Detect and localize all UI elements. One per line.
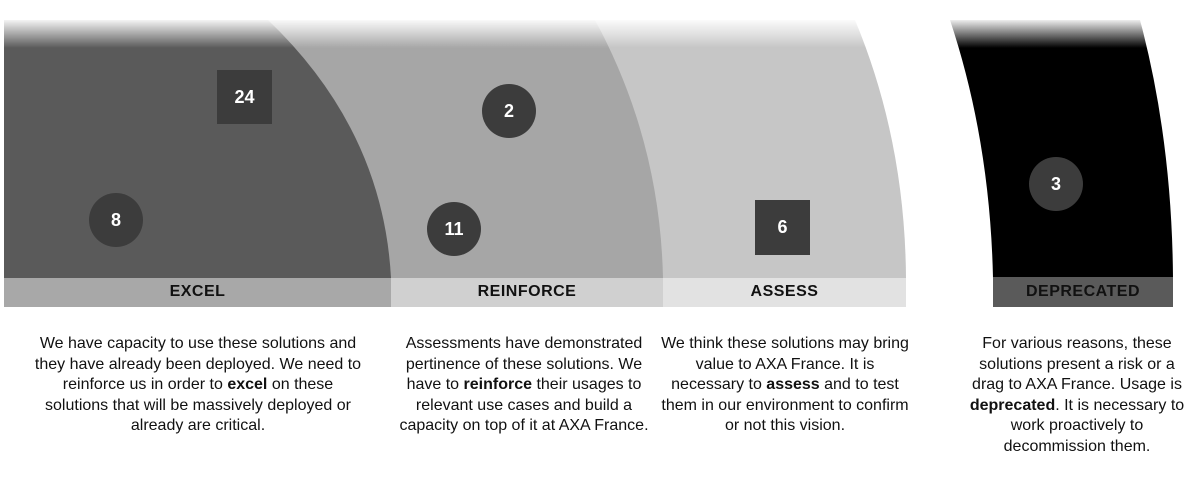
description-run: reinforce <box>463 376 532 393</box>
excel-label-strip <box>4 278 391 307</box>
excel-label: EXCEL <box>169 283 226 300</box>
marker-assess-square: 6 <box>755 200 810 255</box>
reinforce-description: Assessments have demonstrated pertinence… <box>390 334 658 437</box>
deprecated-band <box>950 20 1173 278</box>
description-run: We have capacity to use these solutions … <box>34 335 362 393</box>
deprecated-description: For various reasons, these solutions pre… <box>968 334 1186 457</box>
assess-label: ASSESS <box>750 283 819 300</box>
description-run: Assessments have demonstrated pertinence… <box>405 335 643 393</box>
assess-label-strip <box>663 278 906 307</box>
description-run: on these solutions that will be massivel… <box>45 376 351 434</box>
description-run: deprecated <box>969 396 1056 414</box>
description-run: assess <box>766 376 820 393</box>
marker-excel-square: 24 <box>217 70 272 124</box>
deprecated-label: DEPRECATED <box>1025 283 1141 300</box>
description-run: excel <box>227 376 268 393</box>
description-run: For various reasons, these solutions pre… <box>972 335 1182 393</box>
marker-reinforce-circle-top: 2 <box>482 84 536 138</box>
assess-description: We think these solutions may bring value… <box>657 334 913 437</box>
marker-excel-circle: 8 <box>89 193 143 247</box>
description-run: and to test them in our environment to c… <box>661 376 909 434</box>
top-fade <box>0 18 1186 48</box>
marker-reinforce-circle-bottom: 11 <box>427 202 481 256</box>
excel-description: We have capacity to use these solutions … <box>34 334 362 437</box>
description-run: We think these solutions may bring value… <box>661 335 909 393</box>
reinforce-label-strip <box>391 278 663 307</box>
description-run: their usages to relevant use cases and b… <box>399 376 649 434</box>
description-run: . It is necessary to work proactively to… <box>1003 396 1185 455</box>
reinforce-label: REINFORCE <box>477 283 577 300</box>
deprecated-label-strip <box>993 277 1173 307</box>
marker-deprecated-circle: 3 <box>1029 157 1083 211</box>
